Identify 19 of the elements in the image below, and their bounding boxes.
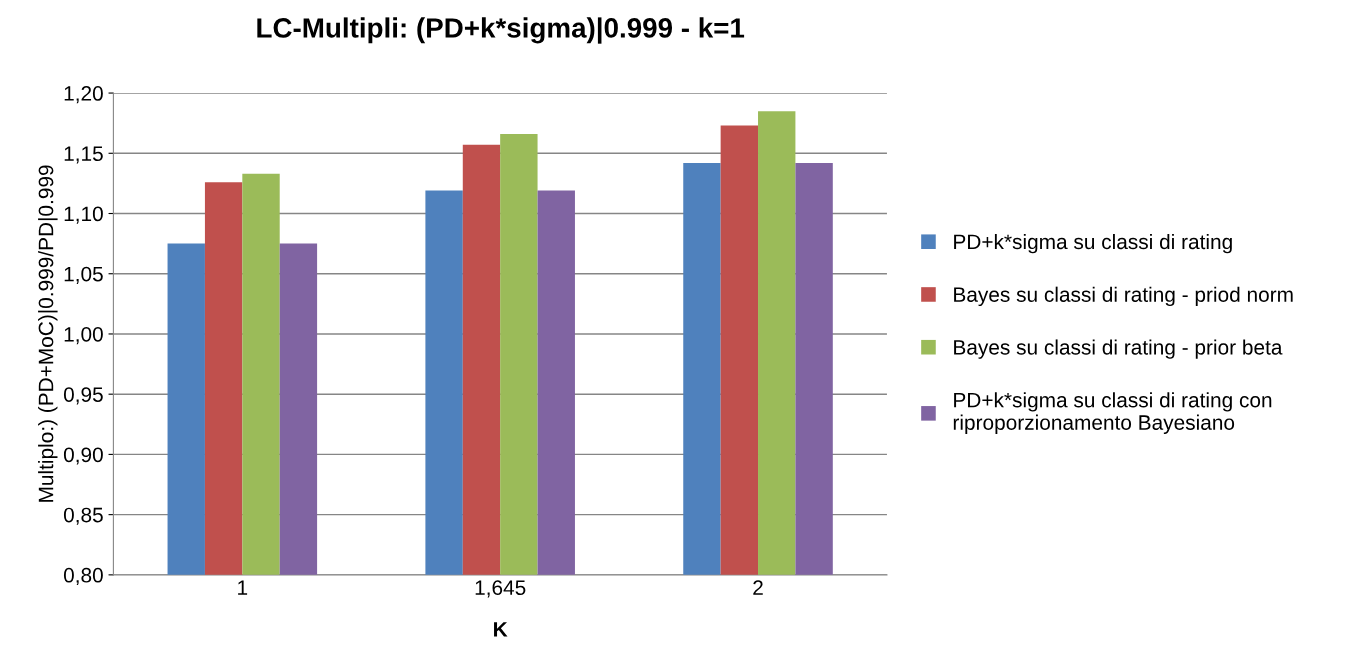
y-tick-label: 1,05 — [64, 266, 103, 284]
y-tick-label: 0,85 — [63, 507, 103, 525]
x-axis-title: K — [494, 622, 508, 637]
chart-title: LC-Multipli: (PD+k*sigma)|0.999 - k=1 — [257, 17, 745, 44]
y-tick-label: 0,95 — [63, 387, 103, 405]
y-tick-label: 0,90 — [63, 447, 103, 465]
y-axis-title: Multiplo:) (PD+MoC)|0.999/PD|0.999 — [38, 165, 58, 502]
legend-label: Bayes su classi di rating - priod norm — [954, 286, 1293, 307]
y-tick-label: 1,00 — [64, 326, 103, 345]
x-tick-label: 1 — [238, 580, 248, 595]
legend-label: PD+k*sigma su classi di rating — [954, 233, 1232, 254]
legend-label: PD+k*sigma su classi di rating con riproporzionamento Bayesiano — [953, 392, 1272, 435]
y-tick-label: 0,80 — [63, 567, 103, 586]
legend-label: Bayes su classi di rating - prior beta — [954, 339, 1283, 359]
y-tick-label: 1,10 — [64, 206, 103, 224]
x-tick-label: 2 — [753, 580, 763, 595]
y-tick-label: 1,15 — [64, 146, 103, 164]
x-tick-label: 1,645 — [475, 580, 526, 598]
y-tick-label: 1,20 — [64, 86, 103, 104]
